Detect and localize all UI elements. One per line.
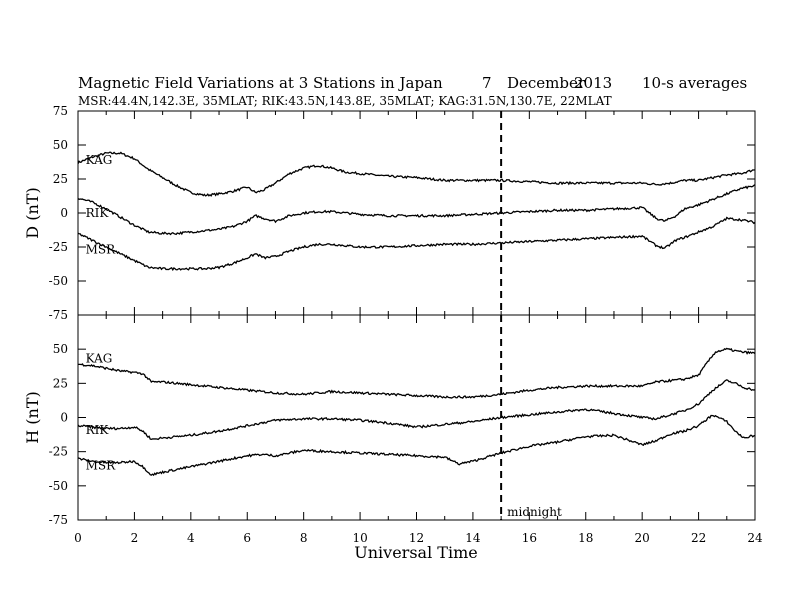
y-tick-label: 75 [53, 104, 68, 118]
trace-kag [77, 151, 756, 197]
station-label-rik: RIK [86, 423, 110, 437]
y-axis-label: H (nT) [23, 391, 42, 444]
x-tick-label: 24 [747, 531, 763, 545]
trace-rik [77, 379, 756, 441]
x-tick-label: 10 [352, 531, 367, 545]
x-axis-label: Universal Time [354, 543, 477, 562]
x-tick-label: 2 [131, 531, 139, 545]
y-tick-label: -75 [49, 308, 68, 322]
date-year: 2013 [574, 74, 612, 92]
figure-title: Magnetic Field Variations at 3 Stations … [78, 74, 443, 92]
x-tick-label: 14 [465, 531, 481, 545]
x-tick-label: 18 [578, 531, 593, 545]
midnight-label: midnight [507, 505, 562, 519]
averaging-label: 10-s averages [642, 74, 747, 92]
trace-msr [77, 216, 756, 272]
plot-frame [77, 110, 756, 316]
y-tick-label: -25 [49, 445, 68, 459]
station-label-kag: KAG [86, 153, 113, 167]
d-panel: -75 -50 -25 0 25 50 75 D (nT) KAG RIK MSR [23, 104, 756, 322]
y-tick-label: -50 [49, 274, 68, 288]
y-tick-label: 50 [53, 138, 68, 152]
trace-kag [77, 347, 756, 399]
x-tick-label: 8 [300, 531, 308, 545]
x-tick-label: 20 [635, 531, 650, 545]
y-tick-label: 50 [53, 342, 68, 356]
date-day: 7 [482, 74, 492, 92]
y-tick-label: 0 [60, 206, 68, 220]
x-tick-label: 12 [409, 531, 424, 545]
station-label-msr: MSR [86, 243, 117, 257]
y-tick-label: 0 [60, 411, 68, 425]
y-tick-label: -75 [49, 513, 68, 527]
trace-msr [77, 414, 756, 477]
y-axis-label: D (nT) [23, 187, 42, 238]
y-tick-label: 25 [53, 376, 68, 390]
date-month: December [507, 74, 586, 92]
trace-rik [77, 184, 756, 236]
station-label-kag: KAG [86, 352, 113, 366]
x-tick-label: 0 [74, 531, 82, 545]
y-tick-label: -50 [49, 479, 68, 493]
y-tick-label: 25 [53, 172, 68, 186]
station-label-rik: RIK [86, 206, 110, 220]
x-tick-label: 22 [691, 531, 706, 545]
x-tick-label: 6 [243, 531, 251, 545]
station-label-msr: MSR [86, 458, 117, 472]
x-tick-label: 16 [522, 531, 537, 545]
y-tick-label: -25 [49, 240, 68, 254]
stations-info: MSR:44.4N,142.3E, 35MLAT; RIK:43.5N,143.… [78, 94, 612, 108]
x-tick-label: 4 [187, 531, 195, 545]
